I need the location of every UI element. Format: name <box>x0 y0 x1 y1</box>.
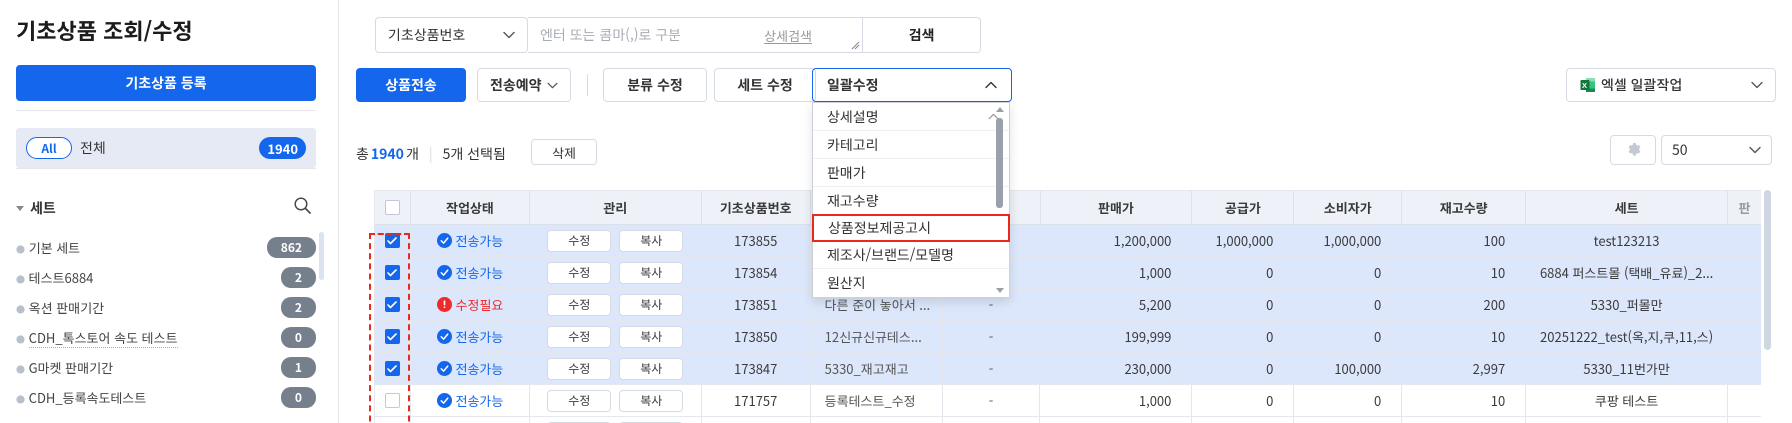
svg-text:X: X <box>1582 81 1587 90</box>
